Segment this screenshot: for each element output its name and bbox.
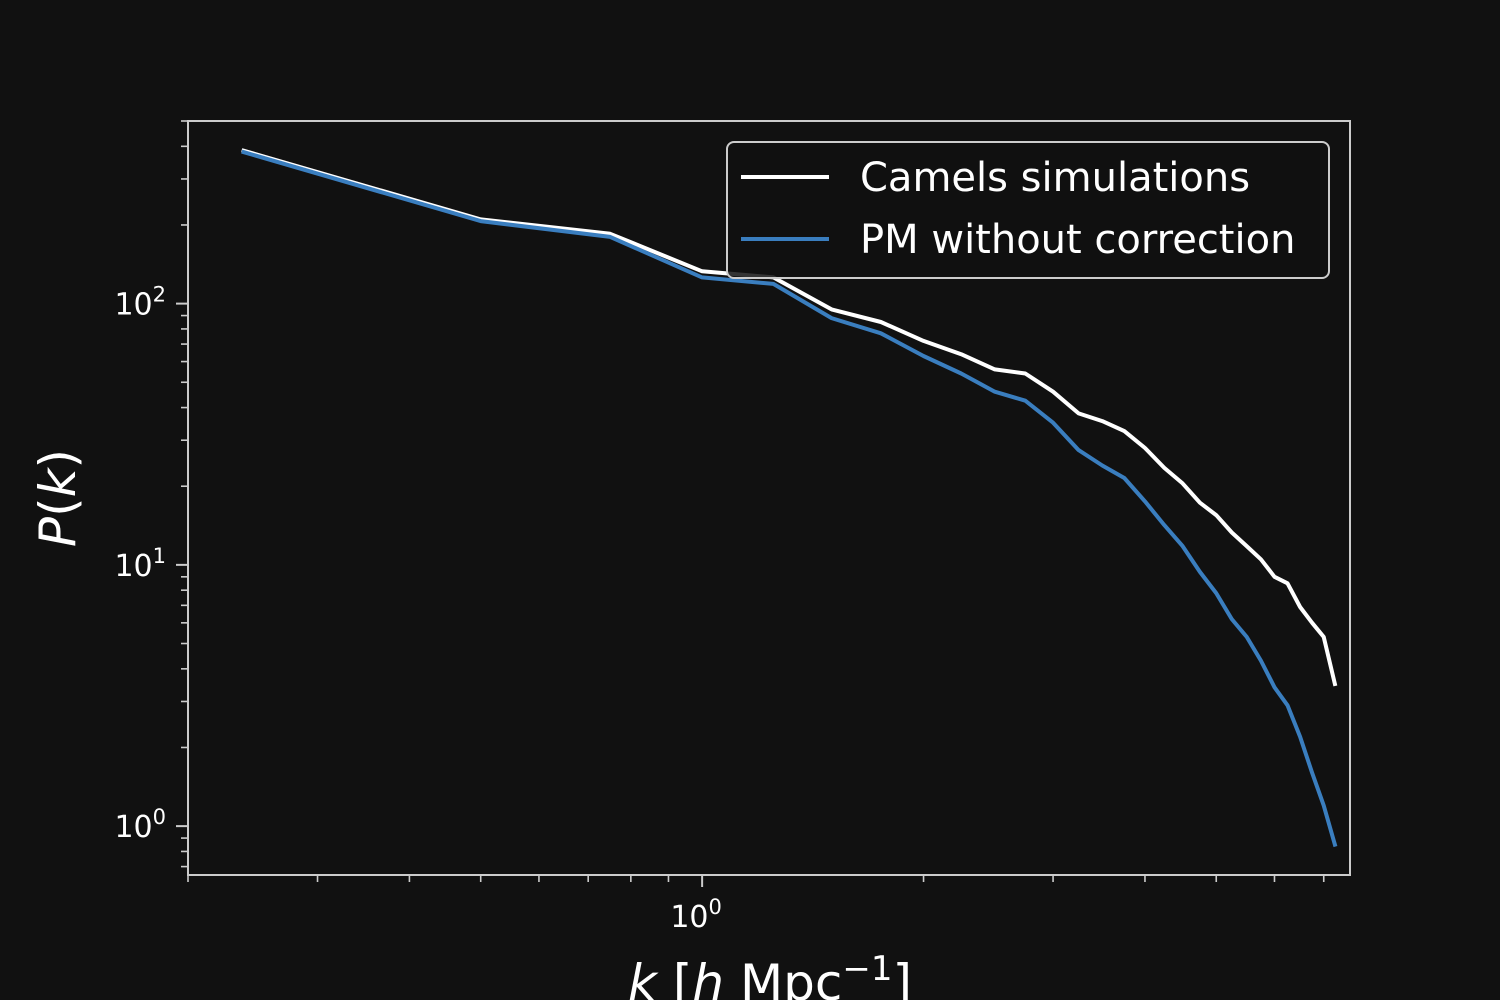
y-axis-label: P(k) — [29, 449, 87, 547]
y-tick-label: 102 — [114, 283, 166, 323]
x-axis-label: k [h Mpc−1] — [628, 949, 912, 1000]
tick-layer: 100 100 101 102 — [114, 120, 1325, 935]
x-tick-label: 100 — [670, 895, 722, 935]
legend-box — [726, 141, 1330, 279]
y-tick-label: 101 — [114, 544, 166, 584]
legend: Camels simulations PM without correction — [726, 141, 1330, 279]
axes-frame — [187, 120, 1351, 876]
y-tick-label: 100 — [114, 805, 166, 845]
legend-label-camels: Camels simulations — [860, 155, 1250, 201]
plot-area — [187, 120, 1351, 876]
series-layer — [241, 148, 1338, 848]
series-line-camels — [241, 148, 1338, 687]
legend-label-pm: PM without correction — [860, 217, 1295, 263]
series-line-pm — [241, 149, 1338, 848]
